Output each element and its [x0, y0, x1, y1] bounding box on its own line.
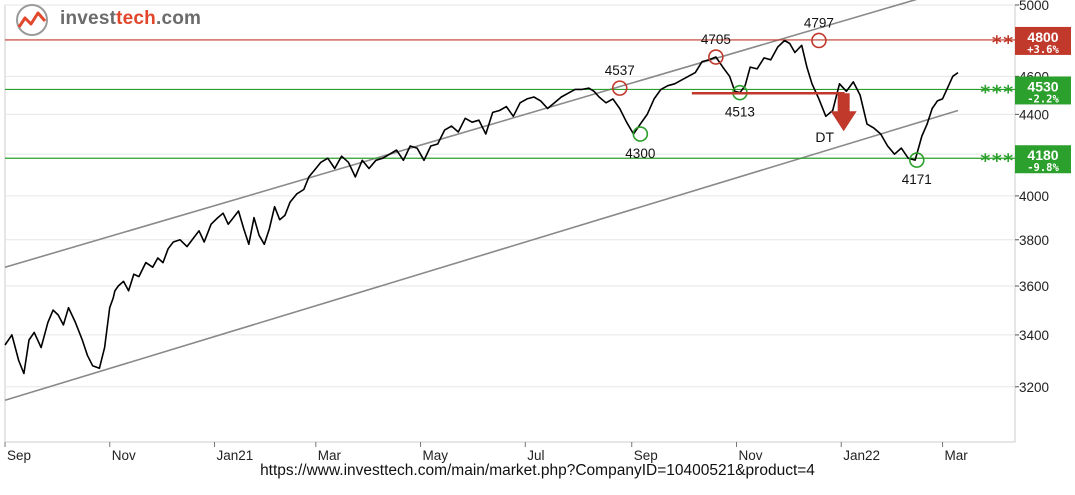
- source-url: https://www.investtech.com/main/market.p…: [260, 462, 815, 479]
- chart-grid: [4, 4, 1016, 443]
- y-tick-label: 3400: [1019, 328, 1049, 343]
- pivot-top-marker: [708, 49, 724, 65]
- level-stars: ***: [980, 150, 1014, 172]
- pivot-bottom-marker: [632, 126, 649, 142]
- x-tick-label: Sep: [7, 448, 31, 463]
- x-tick-label: Nov: [738, 448, 762, 463]
- y-tick-label: 5000: [1019, 0, 1049, 13]
- y-tick-label: 3200: [1019, 380, 1049, 395]
- logo-text: investtech.com: [60, 8, 202, 29]
- level-badge: [1015, 26, 1071, 55]
- pivot-bottom-marker: [908, 152, 925, 168]
- y-tick-label: 3600: [1019, 279, 1049, 294]
- trend-channel: [4, 0, 959, 402]
- support-resistance-levels: [5, 39, 1015, 159]
- level-labels: ** 4800+3.6% *** 4530-2.2% *** 4180-9.8%: [980, 26, 1071, 174]
- level-stars: ***: [980, 81, 1014, 103]
- price-series: [4, 39, 959, 375]
- pivot-label: 4797: [804, 15, 834, 30]
- y-tick-label: 4000: [1019, 189, 1049, 204]
- x-tick-label: Jan21: [216, 448, 253, 463]
- pivot-label: 4537: [605, 63, 635, 78]
- x-axis: Sep Nov Jan21 Mar May Jul Sep Nov Jan22 Mar: [4, 442, 969, 463]
- level-value: 4800: [1027, 29, 1058, 45]
- level-stars: **: [991, 32, 1014, 54]
- x-tick-label: Jul: [527, 448, 544, 463]
- pivot-label: 4513: [725, 105, 755, 120]
- pivot-label: 4300: [625, 146, 655, 161]
- level-badge: [1015, 145, 1071, 174]
- x-tick-label: Mar: [318, 448, 342, 463]
- pivot-top-marker: [811, 32, 827, 49]
- pivot-label: 4705: [701, 32, 731, 47]
- level-value: 4180: [1027, 147, 1058, 163]
- price-line: [4, 39, 959, 375]
- x-tick-label: Mar: [945, 448, 969, 463]
- level-badge: [1015, 76, 1071, 105]
- x-tick-label: Sep: [634, 448, 658, 463]
- x-tick-label: Jan22: [843, 448, 880, 463]
- level-change: +3.6%: [1027, 44, 1059, 56]
- y-tick-label: 3800: [1019, 233, 1049, 248]
- y-axis: 320034003600380040004200440046005000: [1015, 0, 1049, 395]
- x-tick-label: Nov: [112, 448, 136, 463]
- sell-arrow-icon: [830, 93, 857, 132]
- investtech-logo-icon: [16, 4, 48, 36]
- pivot-label: 4171: [902, 172, 932, 187]
- sell-signal: DT: [691, 91, 857, 145]
- x-tick-label: May: [423, 448, 449, 463]
- level-change: -2.2%: [1027, 93, 1059, 105]
- level-value: 4530: [1027, 78, 1058, 94]
- y-tick-label: 4400: [1019, 107, 1049, 122]
- signal-label: DT: [815, 129, 834, 145]
- pivot-points: 4537 4300 4705 4513 4797 4171: [605, 15, 932, 187]
- pivot-top-marker: [611, 80, 628, 96]
- level-change: -9.8%: [1027, 162, 1059, 174]
